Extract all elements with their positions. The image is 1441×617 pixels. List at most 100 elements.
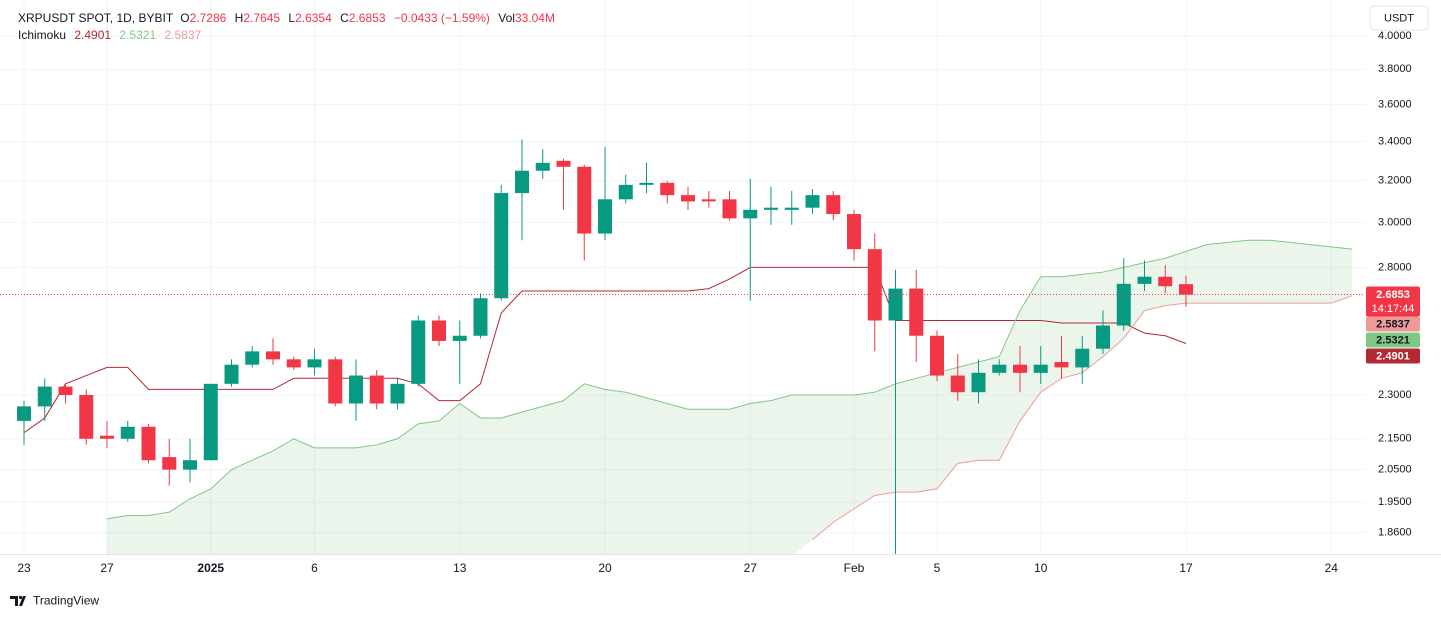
currency-button-box[interactable] bbox=[1369, 5, 1429, 31]
candle bbox=[494, 184, 509, 301]
candle-body bbox=[58, 386, 73, 396]
candle bbox=[556, 158, 571, 210]
candle-body bbox=[162, 457, 177, 470]
candle bbox=[286, 356, 301, 371]
candle bbox=[681, 186, 695, 210]
y-tick-label: 3.4000 bbox=[1378, 135, 1412, 147]
candle-body bbox=[79, 395, 94, 439]
axis-layer: 4.0000 3.8000 3.6000 3.4000 3.2000 3.0000 2.80… bbox=[17, 30, 1420, 575]
candle bbox=[37, 378, 52, 421]
candle-body bbox=[1137, 276, 1152, 284]
countdown-label: 14:17:44 bbox=[1372, 303, 1415, 315]
x-tick-label: 24 bbox=[1325, 561, 1339, 575]
x-tick-label: 10 bbox=[1034, 561, 1048, 575]
candle bbox=[203, 383, 218, 461]
legend-value: 2.4901 bbox=[74, 28, 112, 42]
candle bbox=[1179, 275, 1193, 307]
candle-body bbox=[535, 162, 550, 171]
x-tick-label: 27 bbox=[744, 561, 758, 575]
candle-body bbox=[1013, 364, 1027, 373]
candle-body bbox=[37, 386, 52, 407]
candle-body bbox=[701, 199, 716, 202]
high-value: 2.7645 bbox=[243, 11, 281, 25]
candle-body bbox=[1116, 283, 1131, 326]
open-label: O bbox=[180, 11, 190, 25]
candle-body bbox=[992, 364, 1007, 373]
candle bbox=[888, 269, 903, 554]
grid bbox=[0, 0, 1365, 554]
candle bbox=[432, 315, 446, 347]
candle-body bbox=[681, 195, 695, 202]
candle bbox=[577, 164, 592, 261]
low-label: L bbox=[288, 11, 296, 25]
candle-body bbox=[349, 375, 363, 404]
candle bbox=[805, 188, 820, 215]
x-tick-label: 20 bbox=[598, 561, 612, 575]
candle-body bbox=[722, 199, 737, 219]
candle-body bbox=[784, 207, 799, 210]
candle bbox=[1158, 265, 1173, 294]
candle bbox=[58, 383, 73, 404]
candle-body bbox=[120, 426, 135, 439]
indicator-name: Ichimoku bbox=[18, 28, 67, 42]
cloud-layer bbox=[107, 240, 1352, 554]
candle bbox=[1054, 335, 1069, 379]
symbol-legend: XRPUSDT SPOT, 1D, BYBIT O2.7286 H2.7645 … bbox=[18, 10, 560, 26]
candle bbox=[784, 191, 799, 225]
y-tick-label: 1.9500 bbox=[1378, 496, 1412, 508]
candle bbox=[17, 400, 31, 445]
candle bbox=[660, 180, 675, 204]
watermark: TradingView bbox=[10, 594, 99, 608]
x-tick-label: 17 bbox=[1179, 561, 1193, 575]
x-tick-label: Feb bbox=[844, 561, 865, 575]
y-tick-label: 1.8600 bbox=[1378, 527, 1412, 539]
currency-button[interactable]: USDT bbox=[1369, 5, 1429, 31]
candle-body bbox=[369, 375, 384, 404]
candle-body bbox=[971, 372, 986, 393]
candle-body bbox=[100, 435, 114, 439]
indicator-legend: Ichimoku 2.4901 2.5321 2.5837 bbox=[18, 27, 206, 43]
candle bbox=[120, 420, 135, 442]
watermark-logo-dot bbox=[18, 595, 23, 600]
indicator-badge bbox=[1366, 332, 1420, 348]
candle-body bbox=[1075, 348, 1090, 368]
candle bbox=[764, 186, 778, 225]
volume-label: Vol bbox=[498, 11, 515, 25]
candle bbox=[992, 359, 1007, 376]
y-tick-label: 2.8000 bbox=[1378, 261, 1412, 273]
indicator-badge bbox=[1366, 348, 1420, 364]
x-tick-label: 2025 bbox=[197, 561, 224, 575]
y-tick-label: 2.3000 bbox=[1378, 389, 1412, 401]
candle-body bbox=[1033, 364, 1048, 373]
candle bbox=[328, 356, 343, 407]
y-tick-label: 3.6000 bbox=[1378, 98, 1412, 110]
currency-label[interactable]: USDT bbox=[1384, 12, 1414, 24]
candle-body bbox=[618, 184, 633, 200]
candle bbox=[1075, 335, 1090, 384]
candle-body bbox=[432, 320, 446, 341]
candle-body bbox=[577, 166, 592, 234]
candle-body bbox=[598, 199, 612, 234]
candle-body bbox=[805, 195, 820, 208]
candle bbox=[847, 209, 861, 261]
candle bbox=[1137, 260, 1152, 291]
candle bbox=[722, 191, 737, 221]
volume-value: 33.04M bbox=[514, 11, 555, 25]
candle bbox=[100, 420, 114, 448]
change-value: −0.0433 (−1.59%) bbox=[393, 11, 490, 25]
ichimoku-cloud bbox=[107, 240, 1352, 554]
candle bbox=[1116, 258, 1131, 331]
candle bbox=[307, 348, 322, 376]
candle-body bbox=[515, 170, 529, 194]
candle-body bbox=[411, 320, 426, 384]
last-price-badge bbox=[1366, 286, 1420, 317]
candle bbox=[743, 178, 758, 301]
legend-value: 2.5321 bbox=[119, 28, 157, 42]
legend-value: 2.5837 bbox=[164, 28, 202, 42]
y-tick-label: 3.0000 bbox=[1378, 217, 1412, 229]
candle bbox=[867, 233, 882, 352]
candle-body bbox=[224, 364, 239, 384]
candle bbox=[411, 315, 426, 387]
candle bbox=[141, 423, 156, 464]
